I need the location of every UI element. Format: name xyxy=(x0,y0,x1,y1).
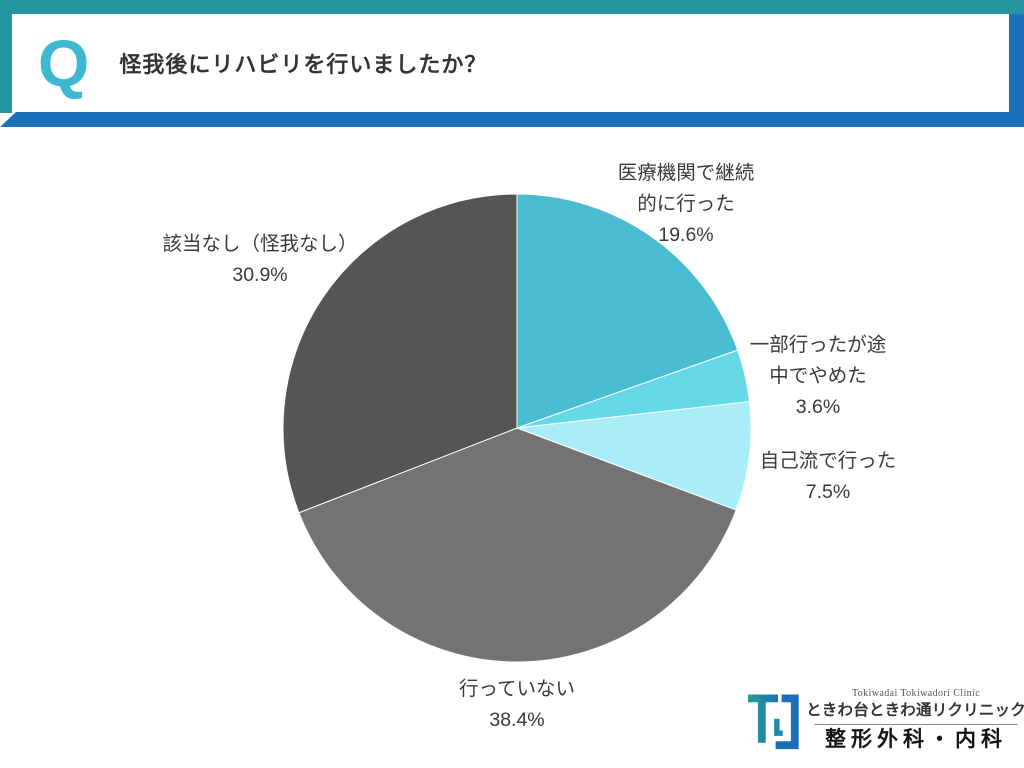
q-letter: Q xyxy=(38,26,90,100)
header-frame-left xyxy=(0,0,12,113)
slice-label-percent: 7.5% xyxy=(805,481,851,503)
pie-slice-4 xyxy=(298,427,737,663)
clinic-logo-text: Tokiwadai Tokiwadori Clinic ときわ台ときわ通リクリニ… xyxy=(806,688,1024,752)
header-shadow-right xyxy=(1009,14,1024,127)
question-title: 怪我後にリハビリを行いましたか？ xyxy=(119,52,488,77)
question-header: Q 怪我後にリハビリを行いましたか？ xyxy=(0,0,1024,140)
clinic-name-english: Tokiwadai Tokiwadori Clinic xyxy=(851,688,981,699)
pie-slice-5 xyxy=(282,193,518,514)
slice-label-line: 医療機関で継続 xyxy=(617,162,755,184)
pie-slice-3 xyxy=(516,401,752,511)
logo-divider-line xyxy=(814,724,1018,725)
header-frame-top xyxy=(0,0,1024,14)
slice-label-line: 一部行ったが途 xyxy=(749,334,887,356)
slice-label-line: 的に行った xyxy=(637,193,735,215)
slice-label-partial: 一部行ったが途 中でやめた 3.6% xyxy=(703,330,933,423)
slice-label-na: 該当なし（怪我なし） 30.9% xyxy=(140,229,380,291)
slice-label-line: 自己流で行った xyxy=(759,450,897,472)
slice-label-percent: 3.6% xyxy=(795,396,841,418)
slice-label-percent: 38.4% xyxy=(489,709,545,731)
clinic-logo-icon xyxy=(748,694,799,750)
pie-chart xyxy=(281,192,753,664)
question-box: Q 怪我後にリハビリを行いましたか？ xyxy=(12,14,1009,112)
slice-label-percent: 30.9% xyxy=(232,264,288,286)
slice-label-medical: 医療機関で継続 的に行った 19.6% xyxy=(571,158,801,251)
header-shadow-bottom xyxy=(0,112,1024,127)
slice-label-percent: 19.6% xyxy=(658,224,714,246)
slice-label-line: 行っていない xyxy=(458,678,576,700)
clinic-departments: 整形外科・内科 xyxy=(825,727,1007,751)
slice-label-self: 自己流で行った 7.5% xyxy=(713,446,943,508)
pie-chart-svg xyxy=(282,193,752,663)
slice-label-none: 行っていない 38.4% xyxy=(402,674,632,736)
clinic-name-japanese: ときわ台ときわ通リクリニック xyxy=(806,702,1024,719)
clinic-logo: Tokiwadai Tokiwadori Clinic ときわ台ときわ通リクリニ… xyxy=(742,686,1024,754)
slice-label-line: 該当なし（怪我なし） xyxy=(162,233,358,255)
slice-label-line: 中でやめた xyxy=(769,365,867,387)
